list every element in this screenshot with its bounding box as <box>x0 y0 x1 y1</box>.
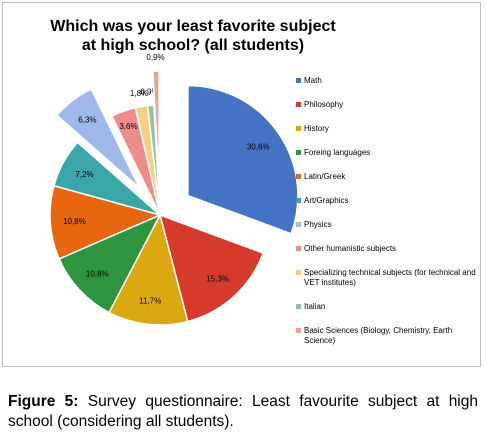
legend-swatch <box>296 150 301 155</box>
legend-label: Math <box>304 76 322 85</box>
pie-chart: 30,6% 15,3% 11,7% 10,8% 10,8% 7,2% 6,3% 3,6% 1,8… <box>49 53 299 326</box>
pie-slice <box>58 213 162 314</box>
legend-label: Philosophy <box>304 100 344 109</box>
legend-label: Art/Graphics <box>304 196 349 205</box>
legend-label: History <box>304 124 329 133</box>
legend-label: Latin/Greek <box>304 172 346 181</box>
legend-item: Math <box>296 76 476 86</box>
legend-label: Physics <box>304 220 332 229</box>
legend-item: Art/Graphics <box>296 196 476 206</box>
legend-label: Basic Sciences (Biology, Chemistry, Eart… <box>304 326 453 345</box>
caption-label: Figure 5: <box>8 393 79 410</box>
legend-label: Specializing technical subjects (for tec… <box>304 268 476 287</box>
figure-caption: Figure 5: Survey questionnaire: Least fa… <box>8 392 478 432</box>
legend-swatch <box>296 222 301 227</box>
legend-swatch <box>296 328 301 333</box>
slice-data-label: 3,6% <box>119 122 137 131</box>
legend-item: Specializing technical subjects (for tec… <box>296 268 476 288</box>
slice-data-label: 30,6% <box>247 143 270 152</box>
legend-swatch <box>296 102 301 107</box>
legend-item: Other humanistic subjects <box>296 244 476 254</box>
pie-slice <box>55 88 141 189</box>
slice-data-label: 10,8% <box>63 217 86 226</box>
legend-label: Foreing languages <box>304 148 371 157</box>
legend-swatch <box>296 198 301 203</box>
slice-data-label: 6,3% <box>78 116 96 125</box>
legend-item: Italian <box>296 302 476 312</box>
slice-data-label: 10,8% <box>86 269 109 278</box>
legend-item: Latin/Greek <box>296 172 476 182</box>
legend-swatch <box>296 270 301 275</box>
legend-swatch <box>296 304 301 309</box>
legend-item: Philosophy <box>296 100 476 110</box>
slice-data-label: 0,9% <box>146 53 164 62</box>
legend-item: Basic Sciences (Biology, Chemistry, Eart… <box>296 326 476 346</box>
legend-item: Physics <box>296 220 476 230</box>
legend-swatch <box>296 246 301 251</box>
pie-slice <box>49 184 163 260</box>
legend-item: History <box>296 124 476 134</box>
slice-data-label: 0,9% <box>140 87 158 96</box>
slice-data-label: 11,7% <box>139 296 161 305</box>
caption-text: Survey questionnaire: Least favourite su… <box>8 393 478 430</box>
chart-legend: Math Philosophy History Foreing languages La… <box>296 76 476 346</box>
slice-data-label: 15,3% <box>206 275 229 284</box>
pie-slice <box>146 104 161 216</box>
legend-item: Foreing languages <box>296 148 476 158</box>
legend-label: Italian <box>304 302 326 311</box>
pie-slice <box>152 70 160 182</box>
pie-slice <box>53 141 161 216</box>
pie-slice <box>158 213 265 323</box>
legend-swatch <box>296 126 301 131</box>
legend-swatch <box>296 78 301 83</box>
slice-data-label: 7,2% <box>75 170 93 179</box>
chart-title: Which was your least favorite subject at… <box>50 18 336 54</box>
slice-data-label: 1,8% <box>130 89 148 98</box>
legend-swatch <box>296 174 301 179</box>
pie-slice <box>108 212 189 326</box>
pie-slice <box>187 84 299 235</box>
legend-label: Other humanistic subjects <box>304 244 397 253</box>
